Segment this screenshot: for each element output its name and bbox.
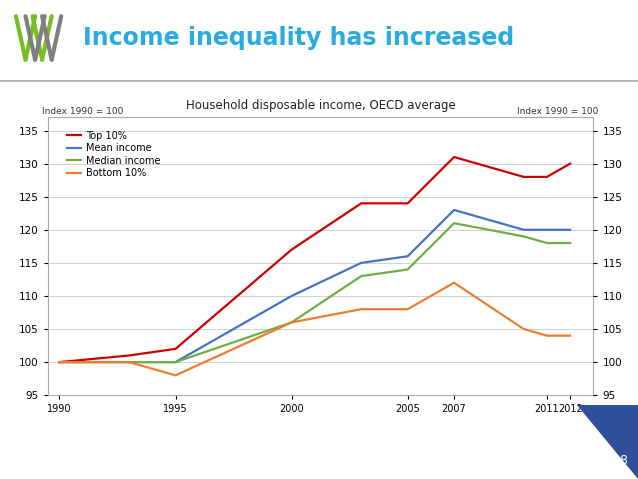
Top 10% xyxy=(520,174,528,180)
Median income xyxy=(404,267,412,273)
Top 10% xyxy=(357,201,365,206)
Text: 8: 8 xyxy=(619,454,627,467)
Mean income xyxy=(450,207,458,213)
Top 10% xyxy=(404,201,412,206)
Mean income xyxy=(567,227,574,233)
Bottom 10% xyxy=(450,280,458,285)
Text: Household disposable income, OECD average: Household disposable income, OECD averag… xyxy=(186,99,456,112)
Bottom 10% xyxy=(404,306,412,312)
Bottom 10% xyxy=(172,373,179,378)
Bottom 10% xyxy=(56,359,63,365)
Top 10% xyxy=(567,161,574,167)
Bottom 10% xyxy=(357,306,365,312)
Bottom 10% xyxy=(543,333,551,339)
Top 10% xyxy=(56,359,63,365)
Bottom 10% xyxy=(288,319,295,325)
Median income xyxy=(56,359,63,365)
Median income xyxy=(450,220,458,226)
Median income xyxy=(288,319,295,325)
Median income xyxy=(567,240,574,246)
Line: Median income: Median income xyxy=(59,223,570,362)
Line: Bottom 10%: Bottom 10% xyxy=(59,283,570,376)
Top 10% xyxy=(172,346,179,352)
Text: Average income growth per year – Top 10%: 1.2% ⇔ Bottom 10%: 0.2%: Average income growth per year – Top 10%… xyxy=(15,435,464,448)
Legend: Top 10%, Mean income, Median income, Bottom 10%: Top 10%, Mean income, Median income, Bot… xyxy=(64,128,163,181)
Mean income xyxy=(543,227,551,233)
Line: Top 10%: Top 10% xyxy=(59,157,570,362)
Top 10% xyxy=(125,353,133,358)
Text: Index 1990 = 100: Index 1990 = 100 xyxy=(42,107,124,116)
Median income xyxy=(520,234,528,240)
Median income xyxy=(172,359,179,365)
Mean income xyxy=(288,293,295,299)
Mean income xyxy=(172,359,179,365)
Median income xyxy=(357,273,365,279)
Mean income xyxy=(56,359,63,365)
Median income xyxy=(543,240,551,246)
Text: Index 1990 = 100: Index 1990 = 100 xyxy=(517,107,599,116)
Mean income xyxy=(357,260,365,266)
Bottom 10% xyxy=(567,333,574,339)
Bottom 10% xyxy=(125,359,133,365)
Text: Income inequality has increased: Income inequality has increased xyxy=(83,26,514,50)
Top 10% xyxy=(288,247,295,252)
Line: Mean income: Mean income xyxy=(59,210,570,362)
Top 10% xyxy=(450,154,458,160)
Mean income xyxy=(404,253,412,259)
Mean income xyxy=(520,227,528,233)
Mean income xyxy=(125,359,133,365)
Polygon shape xyxy=(577,405,638,479)
Top 10% xyxy=(543,174,551,180)
Bottom 10% xyxy=(520,326,528,332)
Median income xyxy=(125,359,133,365)
